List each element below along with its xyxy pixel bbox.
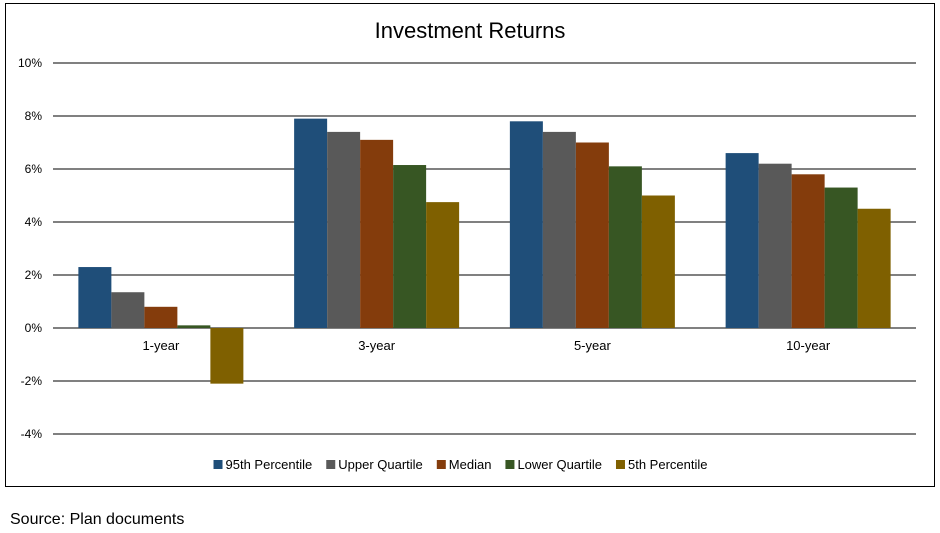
bar-5th-percentile-5-year [641,195,675,328]
bar-chart: Investment Returns 10% 8% 6% 4% 2% 0% -2% -4% 1… [18,18,916,472]
y-tick-label: 0% [25,321,43,335]
bar-lower-quartile-1-year [177,325,211,328]
bar-upper-quartile-3-year [327,131,361,328]
bars [78,118,891,384]
legend-swatch [505,460,515,469]
bar-upper-quartile-10-year [758,163,792,328]
y-tick-label: 4% [25,215,43,229]
bar-5th-percentile-1-year [210,328,244,384]
y-tick-label: -4% [21,427,43,441]
bar-lower-quartile-10-year [824,187,858,328]
bar-95th-percentile-5-year [509,121,543,328]
bar-5th-percentile-10-year [857,208,891,328]
legend-label: Lower Quartile [517,457,602,472]
bar-5th-percentile-3-year [426,202,460,328]
bar-upper-quartile-5-year [542,131,576,328]
legend-swatch [436,460,446,469]
source-note: Source: Plan documents [10,511,185,528]
x-category-label: 5-year [574,338,612,353]
bar-95th-percentile-3-year [294,118,328,329]
y-tick-label: 10% [18,56,42,70]
bar-95th-percentile-10-year [725,153,759,328]
y-tick-label: -2% [21,374,43,388]
bar-median-1-year [144,306,178,328]
bar-upper-quartile-1-year [111,292,145,328]
legend-label: 5th Percentile [628,457,708,472]
legend-swatch [213,460,223,469]
legend-label: Median [449,457,492,472]
legend: 95th Percentile Upper Quartile Median Lower… [213,457,708,472]
bar-median-5-year [575,142,609,328]
legend-label: Upper Quartile [338,457,423,472]
x-category-label: 1-year [142,338,180,353]
bar-median-10-year [791,174,825,328]
x-category-label: 10-year [786,338,831,353]
x-axis-category-labels: 1-year 3-year 5-year 10-year [142,338,830,353]
bar-lower-quartile-5-year [608,166,642,328]
legend-swatch [615,460,625,469]
x-category-label: 3-year [358,338,396,353]
bar-lower-quartile-3-year [393,165,427,328]
legend-label: 95th Percentile [226,457,313,472]
chart-frame: Investment Returns 10% 8% 6% 4% 2% 0% -2% -4% 1… [5,3,935,487]
y-axis-tick-labels: 10% 8% 6% 4% 2% 0% -2% -4% [18,56,42,441]
legend-swatch [326,460,336,469]
bar-median-3-year [360,139,394,328]
y-tick-label: 8% [25,109,43,123]
y-tick-label: 6% [25,162,43,176]
bar-95th-percentile-1-year [78,267,112,328]
y-tick-label: 2% [25,268,43,282]
chart-title: Investment Returns [375,18,566,43]
